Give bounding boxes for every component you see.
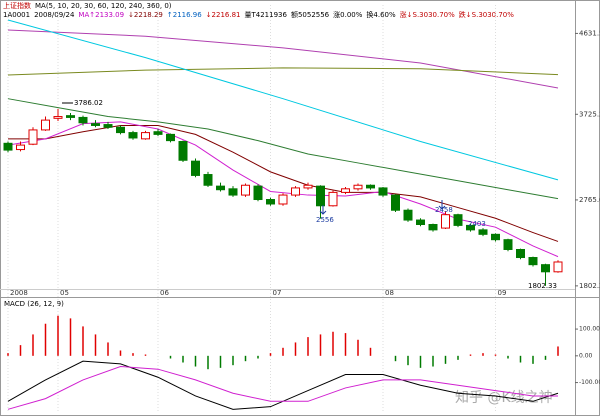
x-tick-label: 05 [60, 289, 69, 297]
y-tick-label: 2765.6 [579, 196, 600, 204]
annotation: 1802.33 [528, 282, 557, 290]
x-tick-label: 2008 [10, 289, 28, 297]
candle-body [528, 257, 538, 266]
x-tick-label: 07 [273, 289, 282, 297]
candle-body [291, 187, 300, 196]
candle-body [503, 239, 513, 250]
candle-body [216, 185, 225, 191]
candle-body [353, 184, 363, 190]
header-item: 涨0.00% [333, 10, 363, 19]
candle-body [316, 185, 325, 207]
candle-body [78, 116, 88, 124]
ma-line [7, 360, 559, 410]
ma-line [7, 19, 559, 181]
header-line: 1A0001 2008/09/24 MA↑2133.09 ↓2218.29 ↑2116.… [3, 10, 514, 19]
candle-body [66, 115, 75, 118]
candle-body [116, 126, 125, 134]
macd-title: MACD (26, 12, 9) [4, 300, 64, 308]
macd-y-tick-label: 100.00 [579, 326, 600, 333]
header-item: MA(5, 10, 20, 30, 60, 120, 240, 360, 0) [35, 2, 172, 10]
candle-body [478, 229, 488, 235]
candle-body [303, 184, 313, 189]
ma-line [7, 98, 559, 200]
candle-body [466, 224, 475, 231]
annotation-arrow [319, 205, 327, 215]
candle-body [141, 132, 150, 140]
candle-body [416, 219, 425, 226]
candle-body [441, 214, 450, 229]
candle-body [191, 160, 200, 176]
y-tick-label: 4631.5 [579, 29, 600, 37]
y-tick-label: 3725.2 [579, 110, 600, 118]
candle-body [153, 131, 163, 135]
candle-body [278, 194, 288, 205]
annotation-arrow [438, 200, 446, 210]
candle-body [366, 184, 375, 189]
candle-body [128, 132, 138, 139]
x-tick-label: 08 [385, 289, 394, 297]
header-item: 上证指数 [3, 1, 31, 10]
candle-body [16, 144, 25, 151]
candle-body [166, 133, 175, 142]
ma-line [7, 366, 558, 410]
candle-body [103, 124, 113, 128]
header-item: 换4.60% [366, 10, 396, 19]
candle-body [266, 199, 275, 205]
candle-body [428, 224, 438, 231]
x-tick-label: 09 [498, 289, 507, 297]
header-item: 1A0001 [3, 11, 30, 19]
candle-body [453, 214, 463, 226]
candle-body [41, 119, 50, 131]
header-item: ↑2116.96 [167, 11, 202, 19]
candle-body [341, 188, 350, 193]
header-line: 上证指数 MA(5, 10, 20, 30, 60, 120, 240, 360,… [3, 1, 172, 10]
y-tick-label: 1802.3 [579, 282, 600, 290]
candle-body [378, 187, 388, 196]
annotation: 3786.02 [74, 99, 103, 107]
ma-line [7, 121, 559, 258]
candle-body [328, 191, 338, 207]
macd-y-tick-label: 0.00 [579, 352, 593, 359]
candle-body [228, 188, 238, 196]
x-tick-label: 06 [160, 289, 169, 297]
header-item: 涨↓S.3030.70% [400, 10, 455, 19]
header-item: 额5052556 [291, 10, 330, 19]
header-item: ↓2216.81 [206, 11, 241, 19]
header-item: MA↑2133.09 [78, 11, 124, 19]
annotation: 2403 [468, 220, 486, 228]
annotation: 2458 [435, 206, 453, 214]
candle-body [178, 141, 188, 161]
header-item: 2008/09/24 [34, 11, 75, 19]
header-item: 量T4211936 [245, 11, 288, 19]
candle-body [91, 123, 100, 126]
candle-body [253, 185, 263, 201]
candle-body [553, 261, 563, 273]
candle-body [203, 174, 213, 186]
candle-body [491, 233, 500, 241]
candle-body [391, 194, 400, 211]
candle-body [241, 184, 250, 196]
candle-body [53, 116, 63, 119]
candle-body [28, 129, 38, 145]
candle-body [516, 248, 525, 259]
header-item: ↓2218.29 [128, 11, 163, 19]
candle-body [3, 142, 13, 151]
candle-body [541, 264, 550, 273]
ma-line [8, 124, 559, 242]
annotation: 2556 [316, 216, 334, 224]
ma-line [7, 67, 559, 76]
macd-y-tick-label: -100.00 [579, 379, 600, 386]
ma-line [7, 29, 559, 89]
candle-body [403, 209, 413, 221]
header-item: 跌↓S.3030.70% [459, 10, 514, 19]
